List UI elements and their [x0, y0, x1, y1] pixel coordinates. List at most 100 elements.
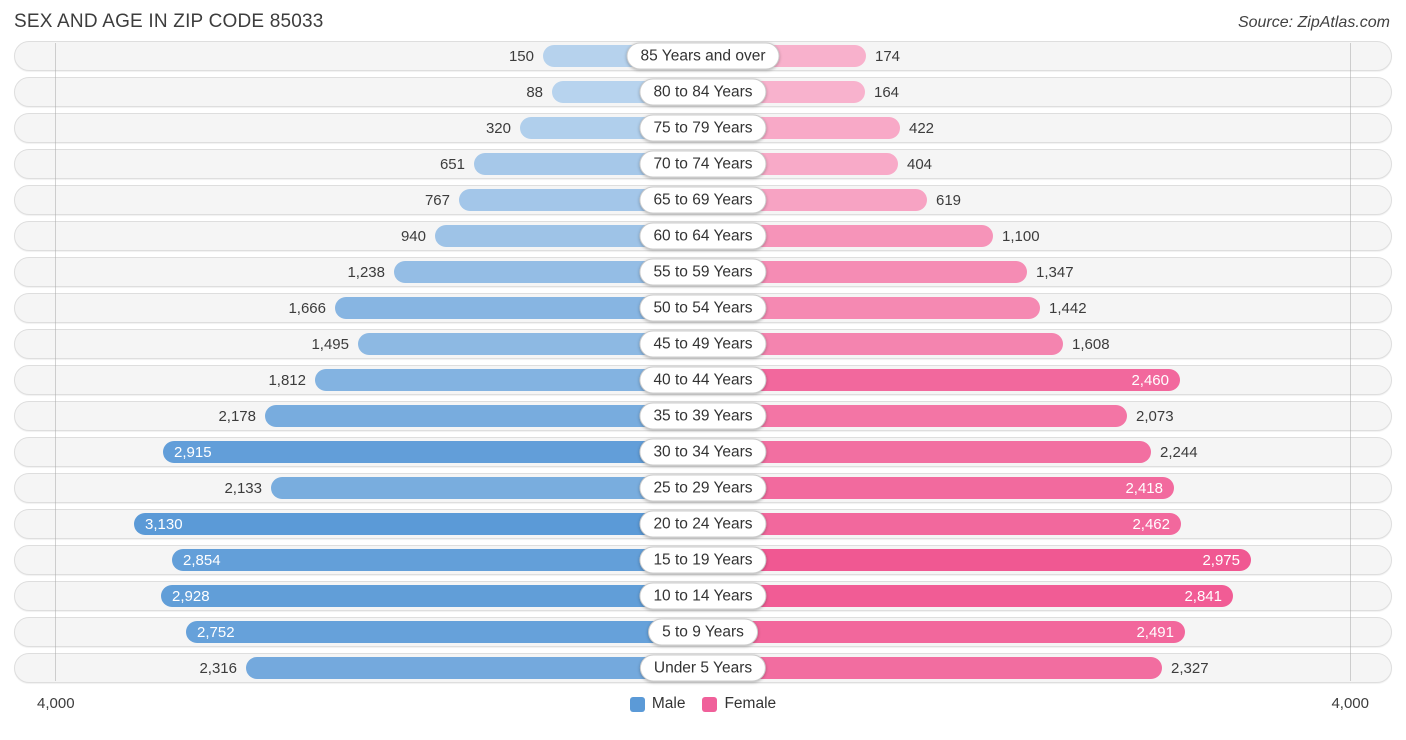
chart-rows: 150 174 85 Years and over 88 164 80 to 84 Yea…: [14, 41, 1392, 683]
female-swatch: [702, 696, 718, 712]
chart-row: 2,316 2,327 Under 5 Years: [14, 653, 1392, 683]
female-bar: [703, 333, 1063, 355]
male-bar: [246, 657, 703, 679]
male-bar: [172, 549, 703, 571]
male-bar: [163, 441, 703, 463]
age-group-pill: 35 to 39 Years: [639, 402, 767, 430]
female-value-label: 422: [909, 120, 935, 137]
male-bar: [394, 261, 703, 283]
age-group-pill: 50 to 54 Years: [639, 294, 767, 322]
male-value-label: 2,915: [174, 444, 212, 461]
female-value-label: 619: [936, 192, 962, 209]
female-bar: [703, 549, 1251, 571]
age-group-pill: 15 to 19 Years: [639, 546, 767, 574]
gridline-right: [1350, 43, 1351, 681]
age-group-pill: 40 to 44 Years: [639, 366, 767, 394]
male-bar: [265, 405, 703, 427]
age-group-pill: 10 to 14 Years: [639, 582, 767, 610]
male-value-label: 2,178: [218, 408, 256, 425]
male-bar: [335, 297, 703, 319]
female-value-label: 2,462: [1132, 516, 1170, 533]
axis-label-right: 4,000: [1331, 695, 1369, 712]
age-group-pill: 20 to 24 Years: [639, 510, 767, 538]
male-value-label: 1,812: [268, 372, 306, 389]
female-value-label: 174: [875, 48, 901, 65]
female-bar: [703, 225, 993, 247]
male-value-label: 1,238: [347, 264, 385, 281]
male-bar: [134, 513, 703, 535]
male-value-label: 1,666: [288, 300, 326, 317]
axis-label-left: 4,000: [37, 695, 75, 712]
age-group-pill: 80 to 84 Years: [639, 78, 767, 106]
chart-header: SEX AND AGE IN ZIP CODE 85033 Source: Zi…: [0, 0, 1406, 41]
male-value-label: 767: [424, 192, 450, 209]
female-value-label: 164: [874, 84, 900, 101]
age-group-pill: 60 to 64 Years: [639, 222, 767, 250]
female-value-label: 2,418: [1125, 480, 1163, 497]
female-value-label: 2,327: [1171, 660, 1209, 677]
chart-row: 1,666 1,442 50 to 54 Years: [14, 293, 1392, 323]
male-bar: [358, 333, 703, 355]
chart-footer: 4,000 4,000 Male Female: [14, 691, 1392, 719]
male-value-label: 2,316: [199, 660, 237, 677]
male-value-label: 88: [526, 84, 543, 101]
female-bar: [703, 261, 1027, 283]
female-value-label: 1,347: [1036, 264, 1074, 281]
age-group-pill: 30 to 34 Years: [639, 438, 767, 466]
chart-row: 1,495 1,608 45 to 49 Years: [14, 329, 1392, 359]
male-value-label: 940: [400, 228, 426, 245]
chart-row: 2,854 2,975 15 to 19 Years: [14, 545, 1392, 575]
legend-female-label: Female: [724, 695, 777, 712]
age-group-pill: 65 to 69 Years: [639, 186, 767, 214]
male-swatch: [629, 696, 645, 712]
chart-row: 651 404 70 to 74 Years: [14, 149, 1392, 179]
female-value-label: 1,442: [1049, 300, 1087, 317]
female-value-label: 2,975: [1202, 552, 1240, 569]
male-value-label: 651: [439, 156, 465, 173]
male-value-label: 320: [485, 120, 511, 137]
male-bar: [186, 621, 703, 643]
age-group-pill: 25 to 29 Years: [639, 474, 767, 502]
chart-row: 2,752 2,491 5 to 9 Years: [14, 617, 1392, 647]
female-value-label: 2,841: [1184, 588, 1222, 605]
source-credit: Source: ZipAtlas.com: [1237, 14, 1390, 31]
age-group-pill: Under 5 Years: [639, 654, 767, 682]
male-value-label: 2,752: [197, 624, 235, 641]
chart-area: 150 174 85 Years and over 88 164 80 to 84 Yea…: [14, 41, 1392, 683]
female-value-label: 2,244: [1160, 444, 1198, 461]
chart-row: 940 1,100 60 to 64 Years: [14, 221, 1392, 251]
chart-row: 88 164 80 to 84 Years: [14, 77, 1392, 107]
page-title: SEX AND AGE IN ZIP CODE 85033: [14, 11, 324, 32]
gridline-left: [55, 43, 56, 681]
female-bar: [703, 657, 1162, 679]
female-value-label: 404: [907, 156, 933, 173]
legend-male-label: Male: [651, 695, 686, 712]
female-value-label: 1,100: [1002, 228, 1040, 245]
female-value-label: 2,491: [1136, 624, 1174, 641]
male-value-label: 3,130: [145, 516, 183, 533]
male-value-label: 2,854: [183, 552, 221, 569]
legend-item-female: Female: [702, 695, 776, 713]
chart-row: 2,928 2,841 10 to 14 Years: [14, 581, 1392, 611]
female-bar: [703, 441, 1151, 463]
female-bar: [703, 513, 1181, 535]
age-group-pill: 45 to 49 Years: [639, 330, 767, 358]
chart-row: 150 174 85 Years and over: [14, 41, 1392, 71]
age-group-pill: 5 to 9 Years: [648, 618, 758, 646]
chart-row: 2,915 2,244 30 to 34 Years: [14, 437, 1392, 467]
legend: Male Female: [14, 691, 1392, 713]
male-value-label: 1,495: [311, 336, 349, 353]
male-value-label: 2,133: [224, 480, 262, 497]
female-bar: [703, 477, 1174, 499]
female-bar: [703, 297, 1040, 319]
male-bar: [435, 225, 703, 247]
male-bar: [315, 369, 703, 391]
chart-row: 2,133 2,418 25 to 29 Years: [14, 473, 1392, 503]
male-value-label: 2,928: [172, 588, 210, 605]
female-value-label: 2,460: [1131, 372, 1169, 389]
female-value-label: 1,608: [1072, 336, 1110, 353]
female-bar: [703, 369, 1180, 391]
female-value-label: 2,073: [1136, 408, 1174, 425]
age-group-pill: 75 to 79 Years: [639, 114, 767, 142]
female-bar: [703, 585, 1233, 607]
